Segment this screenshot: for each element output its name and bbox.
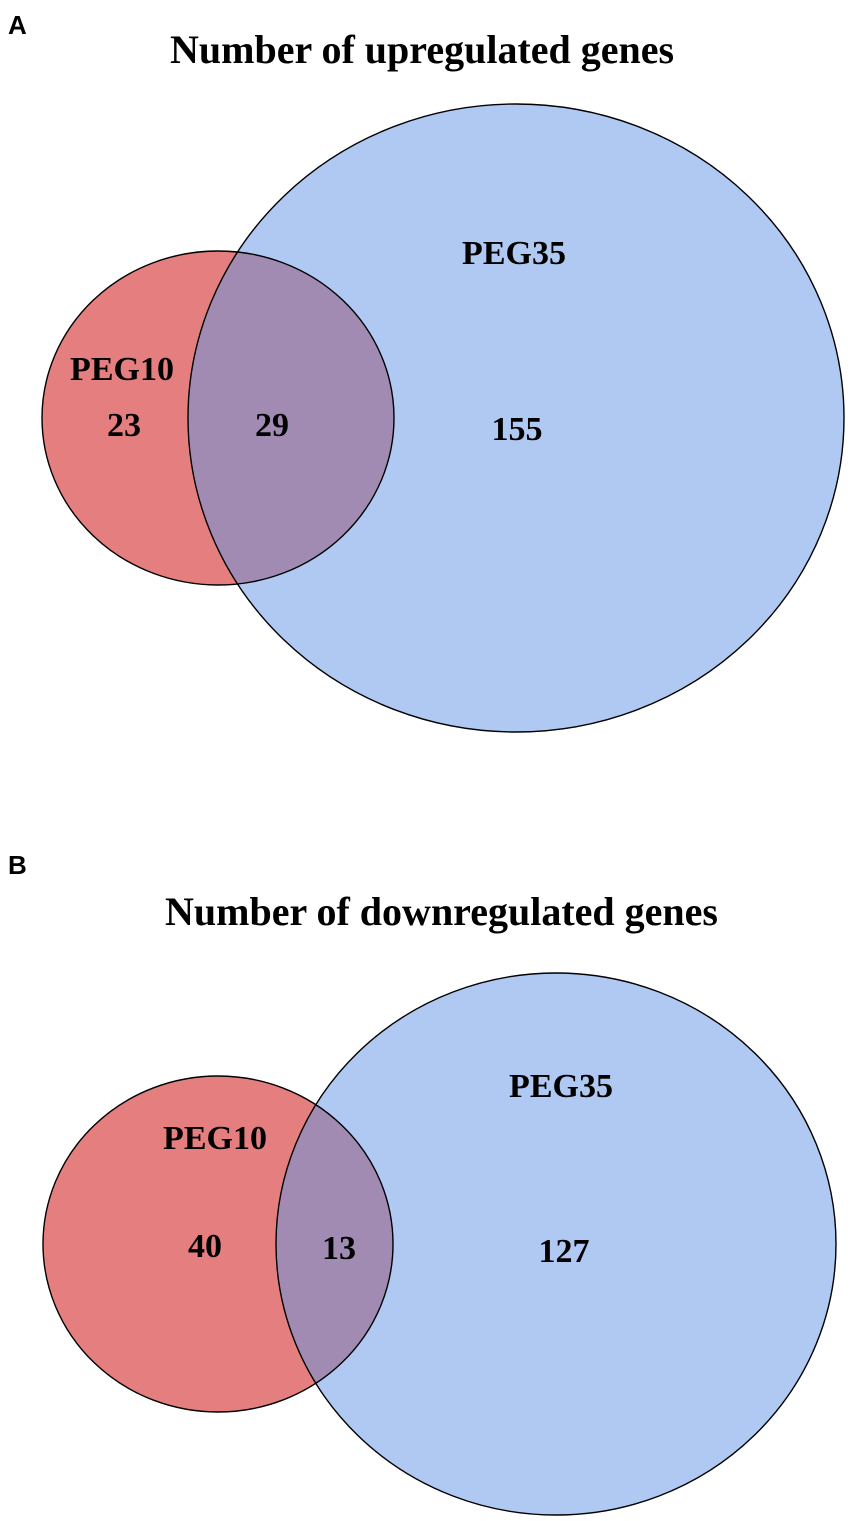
panel-title: Number of downregulated genes xyxy=(165,889,718,934)
overlap-count: 29 xyxy=(255,407,289,444)
venn-diagram: PEG10 40 13 PEG35 127 xyxy=(42,972,837,1516)
overlap-count: 13 xyxy=(322,1230,356,1267)
panel-letter: A xyxy=(8,10,27,40)
panel-title: Number of upregulated genes xyxy=(170,27,675,72)
right-set-name: PEG35 xyxy=(462,235,566,272)
peg10-outline xyxy=(42,1075,394,1413)
panel-b: B Number of downregulated genes PEG10 40… xyxy=(0,760,854,1521)
right-unique-count: 155 xyxy=(492,411,543,448)
peg35-outline xyxy=(275,972,837,1516)
left-unique-count: 23 xyxy=(107,407,141,444)
peg10-outline xyxy=(41,250,395,586)
panel-letter: B xyxy=(8,850,27,880)
peg35-set-circle xyxy=(188,104,844,732)
left-set-name: PEG10 xyxy=(163,1120,267,1157)
right-unique-count: 127 xyxy=(539,1233,590,1270)
venn-diagram: PEG10 23 29 PEG35 155 xyxy=(41,103,845,733)
left-set-name: PEG10 xyxy=(70,351,174,388)
peg35-set-circle xyxy=(276,973,836,1515)
panel-a: A Number of upregulated genes PEG10 23 2… xyxy=(0,0,854,760)
left-unique-count: 40 xyxy=(188,1228,222,1265)
peg35-outline xyxy=(187,103,845,733)
right-set-name: PEG35 xyxy=(509,1068,613,1105)
